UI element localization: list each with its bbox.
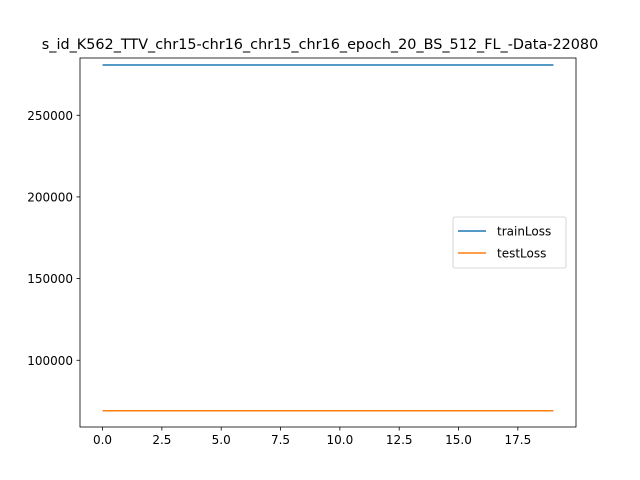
x-tick-label: 2.5 (152, 433, 171, 447)
y-tick-label: 150000 (27, 272, 73, 286)
x-tick-label: 12.5 (386, 433, 413, 447)
series-layer (102, 64, 554, 412)
x-tick-label: 7.5 (271, 433, 290, 447)
x-tick-label: 17.5 (504, 433, 531, 447)
legend-label-trainLoss: trainLoss (497, 225, 551, 239)
x-tick-label: 0.0 (93, 433, 112, 447)
x-tick-label: 10.0 (327, 433, 354, 447)
y-tick-label: 100000 (27, 354, 73, 368)
y-axis: 100000 150000 200000 250000 (27, 109, 80, 368)
x-axis: 0.0 2.5 5.0 7.5 10.0 12.5 15.0 17.5 (93, 427, 531, 447)
x-tick-label: 15.0 (445, 433, 472, 447)
y-tick-label: 250000 (27, 109, 73, 123)
legend: trainLoss testLoss (452, 216, 567, 269)
x-tick-label: 5.0 (212, 433, 231, 447)
legend-frame (452, 216, 567, 269)
chart-title: s_id_K562_TTV_chr15-chr16_chr15_chr16_ep… (42, 37, 598, 53)
legend-label-testLoss: testLoss (497, 247, 546, 261)
plot-area-frame (79, 57, 577, 428)
y-tick-label: 200000 (27, 190, 73, 204)
